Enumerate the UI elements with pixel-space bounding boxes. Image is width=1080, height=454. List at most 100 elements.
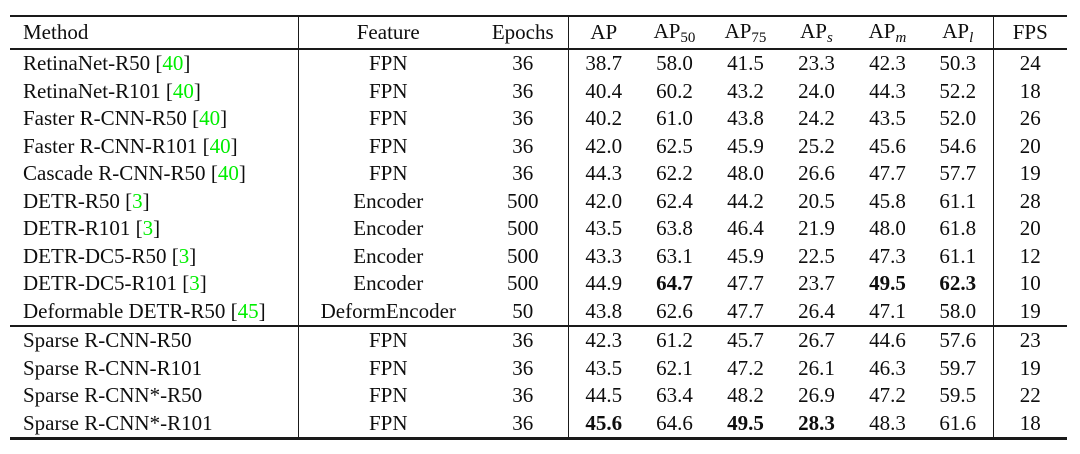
table-row: RetinaNet-R101 [40] FPN 36 40.4 60.2 43.2 24.0… <box>10 77 1067 105</box>
metric-cell: 44.5 <box>585 383 623 408</box>
metric-cell: 45.6 <box>869 133 906 158</box>
metric-cell: 62.4 <box>656 188 693 213</box>
feature-cell: Encoder <box>353 243 424 268</box>
col-header-epochs: Epochs <box>478 16 569 50</box>
metric-cell: 47.7 <box>869 161 906 186</box>
metric-cell: 60.2 <box>656 78 693 103</box>
metric-cell: 45.8 <box>869 188 906 213</box>
citation-link[interactable]: 40 <box>172 78 194 103</box>
metric-cell: 63.4 <box>656 383 693 408</box>
metric-cell: 58.0 <box>656 51 693 76</box>
method-cell: Deformable DETR-R50 [45] <box>10 297 299 327</box>
metric-cell: 62.3 <box>923 270 994 298</box>
metric-cell: 46.4 <box>727 216 764 241</box>
citation-link[interactable]: 3 <box>178 243 190 268</box>
results-table: Method Feature Epochs AP AP50 AP75 APs APm APl FP… <box>10 15 1067 440</box>
feature-cell: FPN <box>368 106 408 131</box>
metric-cell: 54.6 <box>923 132 994 160</box>
metric-cell: 61.1 <box>923 187 994 215</box>
metric-cell: 49.5 <box>869 271 906 296</box>
metric-cell: 41.5 <box>727 51 764 76</box>
metric-cell: 45.9 <box>727 243 764 268</box>
citation-link[interactable]: 45 <box>237 298 259 323</box>
metric-cell: 59.5 <box>923 382 994 410</box>
metric-cell: 42.0 <box>585 133 623 158</box>
subscript: m <box>895 29 907 46</box>
citation-link[interactable]: 40 <box>162 51 184 76</box>
metric-cell: 62.6 <box>639 297 710 327</box>
metric-cell: 57.7 <box>923 160 994 188</box>
feature-cell: Encoder <box>353 188 424 213</box>
epochs-cell: 36 <box>478 382 569 410</box>
fps-cell: 18 <box>1019 78 1041 103</box>
metric-cell: 25.2 <box>798 133 835 158</box>
metric-cell: 50.3 <box>923 49 994 78</box>
feature-cell: Encoder <box>353 271 424 296</box>
metric-cell: 26.1 <box>798 355 835 380</box>
method-cell: DETR-DC5-R101 [3] <box>10 270 299 298</box>
col-header-apm: APm <box>852 16 923 50</box>
metric-cell: 43.3 <box>585 243 623 268</box>
fps-cell: 18 <box>1019 410 1041 435</box>
metric-cell: 48.3 <box>869 410 906 435</box>
metric-cell: 47.3 <box>869 243 906 268</box>
metric-cell: 61.6 <box>923 409 994 439</box>
metric-cell: 48.0 <box>869 216 906 241</box>
table-row: Sparse R-CNN-R50 FPN 36 42.3 61.2 45.7 26.7 44.… <box>10 326 1067 355</box>
col-header-ap75: AP75 <box>710 16 781 50</box>
metric-cell: 44.2 <box>727 188 764 213</box>
metric-cell: 44.3 <box>585 161 623 186</box>
citation-link[interactable]: 40 <box>217 161 239 186</box>
citation-link[interactable]: 3 <box>132 188 143 213</box>
metric-cell: 43.2 <box>727 78 764 103</box>
epochs-cell: 50 <box>478 297 569 327</box>
subscript: l <box>969 29 974 46</box>
table-row: Sparse R-CNN*-R101 FPN 36 45.6 64.6 49.5 28.3 4… <box>10 409 1067 439</box>
citation-link[interactable]: 3 <box>189 271 200 296</box>
metric-cell: 43.5 <box>585 355 623 380</box>
feature-cell: FPN <box>368 410 408 435</box>
epochs-cell: 36 <box>478 77 569 105</box>
method-cell: RetinaNet-R50 [40] <box>10 49 299 78</box>
metric-cell: 42.3 <box>585 328 623 353</box>
table-row: Sparse R-CNN-R101 FPN 36 43.5 62.1 47.2 26.1 46… <box>10 354 1067 382</box>
metric-cell: 22.5 <box>798 243 835 268</box>
metric-cell: 63.8 <box>656 216 693 241</box>
col-header-ap50: AP50 <box>639 16 710 50</box>
metric-cell: 45.7 <box>727 328 764 353</box>
metric-cell: 64.7 <box>656 271 693 296</box>
epochs-cell: 500 <box>478 215 569 243</box>
metric-cell: 59.7 <box>923 354 994 382</box>
fps-cell: 10 <box>1019 271 1041 296</box>
epochs-cell: 36 <box>478 49 569 78</box>
metric-cell: 44.3 <box>869 78 906 103</box>
metric-cell: 64.6 <box>656 410 693 435</box>
method-cell: DETR-DC5-R50 [3] <box>10 242 299 270</box>
table-row: DETR-R101 [3] Encoder 500 43.5 63.8 46.4 21.9 4… <box>10 215 1067 243</box>
metric-cell: 52.0 <box>923 105 994 133</box>
metric-cell: 62.2 <box>656 161 693 186</box>
metric-cell: 24.2 <box>798 106 835 131</box>
epochs-cell: 36 <box>478 354 569 382</box>
method-cell: Faster R-CNN-R101 [40] <box>10 132 299 160</box>
metric-cell: 40.2 <box>585 106 623 131</box>
method-cell: Sparse R-CNN-R50 <box>10 326 299 355</box>
metric-cell: 58.0 <box>923 297 994 327</box>
table-row: Faster R-CNN-R101 [40] FPN 36 42.0 62.5 45.9 2… <box>10 132 1067 160</box>
col-header-feature: Feature <box>298 16 478 50</box>
citation-link[interactable]: 3 <box>142 216 154 241</box>
metric-cell: 47.7 <box>727 271 764 296</box>
metric-cell: 57.6 <box>923 326 994 355</box>
citation-link[interactable]: 40 <box>199 106 221 131</box>
subscript: 50 <box>680 29 696 46</box>
feature-cell: Encoder <box>353 216 424 241</box>
table-row: Faster R-CNN-R50 [40] FPN 36 40.2 61.0 43.8 24… <box>10 105 1067 133</box>
metric-cell: 42.3 <box>869 51 906 76</box>
fps-cell: 28 <box>1019 188 1041 213</box>
citation-link[interactable]: 40 <box>209 133 231 158</box>
subscript: 75 <box>751 29 767 46</box>
subscript: s <box>827 29 833 46</box>
metric-cell: 28.3 <box>798 410 835 435</box>
metric-cell: 47.7 <box>710 297 781 327</box>
fps-cell: 23 <box>1019 328 1041 353</box>
